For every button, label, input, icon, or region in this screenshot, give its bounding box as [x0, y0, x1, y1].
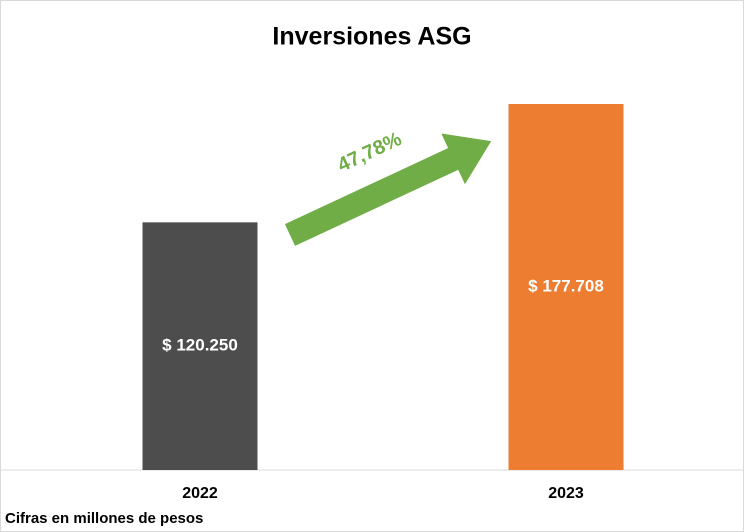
chart-title: Inversiones ASG [272, 23, 471, 51]
growth-arrow [284, 133, 492, 246]
value-label: $ 120.250 [162, 336, 238, 355]
arrow-shaft [284, 147, 461, 246]
value-label: $ 177.708 [528, 276, 604, 295]
bar [508, 104, 624, 470]
arrow-head [441, 133, 492, 185]
x-tick-label: 2022 [182, 485, 218, 502]
x-tick-label: 2023 [548, 485, 584, 502]
footnote: Cifras en millones de pesos [5, 510, 203, 527]
bar [142, 222, 258, 470]
